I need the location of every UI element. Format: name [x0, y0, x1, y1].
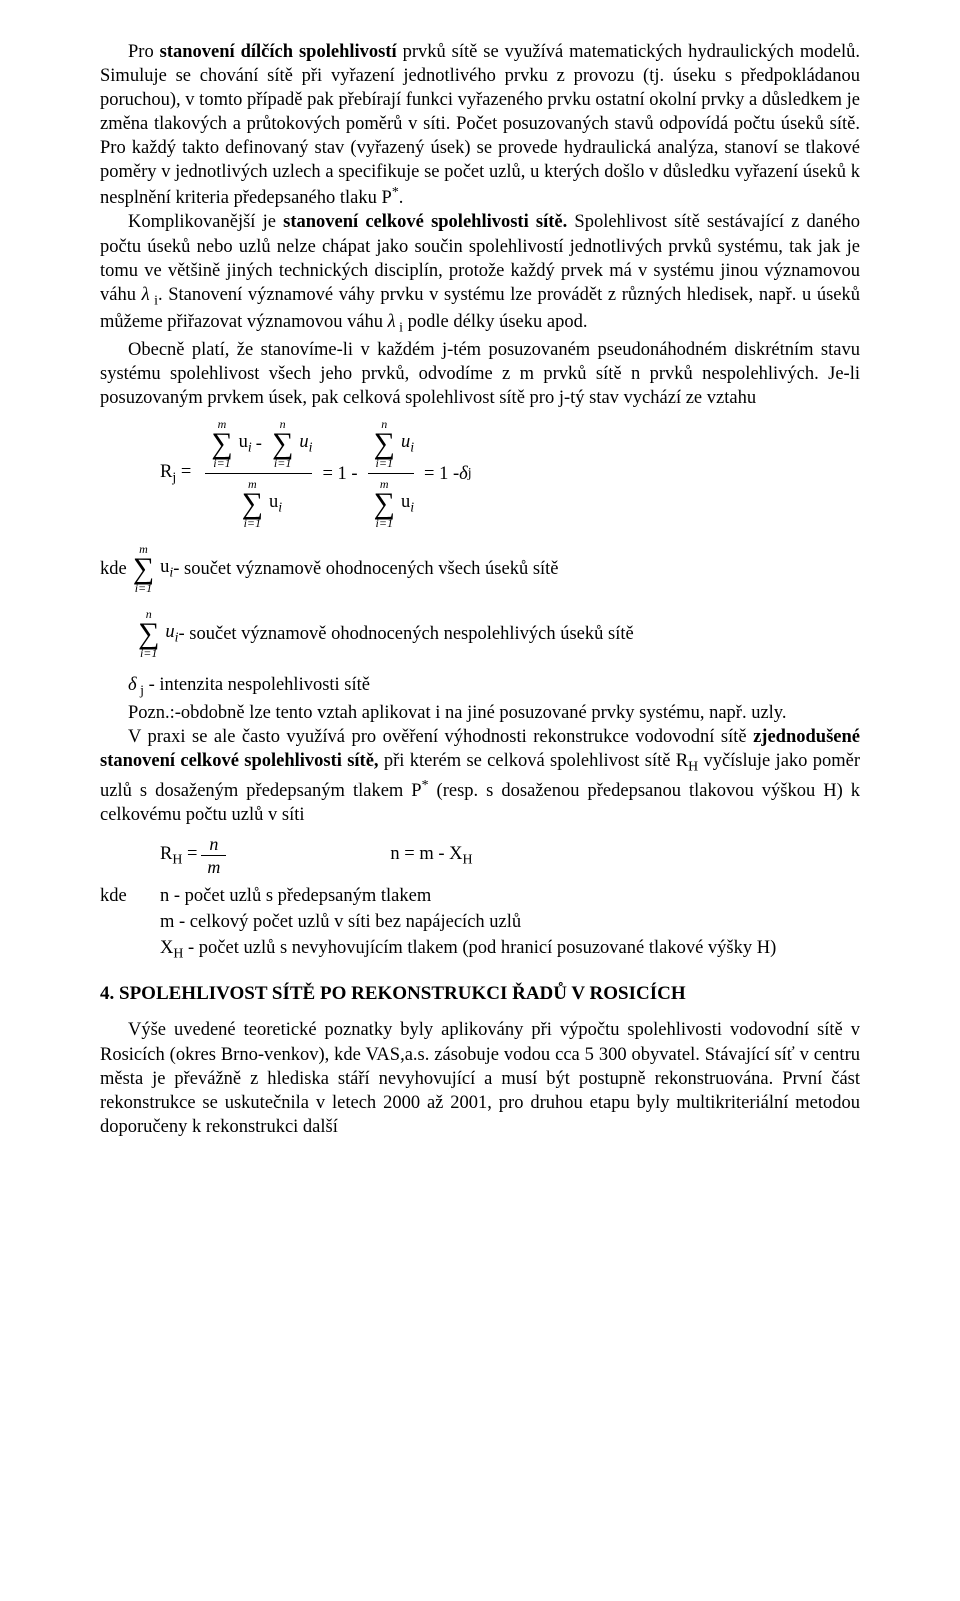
kde-block: kde n - počet uzlů s předepsaným tlakem … — [100, 884, 860, 964]
paragraph-2: Komplikovanější je stanovení celkové spo… — [100, 210, 860, 338]
where-line-1: kde m ∑ i=1 ui - součet významově ohodno… — [100, 543, 860, 594]
paragraph-3: Obecně platí, že stanovíme-li v každém j… — [100, 338, 860, 410]
fraction-2: n ∑ i=1 ui m ∑ i=1 ui — [368, 418, 415, 529]
u-i: ui — [160, 555, 173, 583]
text: prvků sítě se využívá matematických hydr… — [100, 42, 860, 208]
kde-line-2: m - celkový počet uzlů v síti bez napáje… — [160, 910, 860, 934]
text: Komplikovanější je — [128, 212, 283, 232]
subscript-i: i — [150, 293, 158, 308]
equals-1-minus: = 1 - — [322, 462, 357, 486]
where-text: - intenzita nespolehlivosti sítě — [144, 675, 370, 695]
subscript-j: j — [137, 684, 144, 699]
formula-RH: RH = n m n = m - XH — [160, 833, 860, 878]
var-R: R — [160, 462, 172, 482]
u-i-italic: ui — [401, 430, 414, 458]
sum-n: n ∑ i=1 — [374, 418, 395, 469]
kde-line-1: n - počet uzlů s předepsaným tlakem — [160, 884, 431, 908]
text-bold: stanovení celkové spolehlivosti sítě. — [283, 212, 567, 232]
sum-n: n ∑ i=1 — [272, 418, 293, 469]
formula-main: Rj = m ∑ i=1 ui - n ∑ i=1 ui m ∑ i=1 — [160, 418, 860, 529]
kde-label: kde — [100, 884, 160, 908]
where-text: - součet významově ohodnocených nespoleh… — [179, 622, 634, 646]
sum-m: m ∑ i=1 — [211, 418, 232, 469]
equals-1-minus: = 1 - — [424, 462, 459, 486]
var-R: R — [160, 844, 172, 864]
text: V praxi se ale často využívá pro ověření… — [128, 727, 753, 747]
sum-m-denom: m ∑ i=1 — [242, 478, 263, 529]
u-i-italic: ui — [165, 620, 178, 648]
superscript-star: * — [392, 185, 399, 200]
text-bold: stanovení dílčích spolehlivostí — [160, 42, 397, 62]
n-eq-m-minus-XH: n = m - XH — [390, 842, 472, 870]
equals: = — [182, 844, 197, 864]
text: při kterém se celková spolehlivost sítě … — [379, 751, 689, 771]
where-line-2: n ∑ i=1 ui - součet významově ohodnocený… — [132, 608, 860, 659]
subscript-j: j — [468, 465, 472, 483]
subscript-i: i — [396, 321, 403, 336]
subscript-H: H — [172, 852, 182, 867]
paragraph-5: Výše uvedené teoretické poznatky byly ap… — [100, 1018, 860, 1138]
kde-line-3: XH - počet uzlů s nevyhovujícím tlakem (… — [160, 936, 860, 964]
u-i: ui — [239, 430, 252, 458]
subscript-H: H — [688, 760, 698, 775]
u-i: ui — [269, 490, 282, 518]
lambda-symbol: λ — [142, 285, 150, 305]
where-text: - součet významově ohodnocených všech ús… — [173, 557, 558, 581]
delta-symbol: δ — [128, 675, 137, 695]
u-i: ui — [401, 490, 414, 518]
where-line-3: δ j - intenzita nespolehlivosti sítě — [100, 673, 860, 701]
lambda-symbol: λ — [388, 312, 396, 332]
sum-m-denom: m ∑ i=1 — [374, 478, 395, 529]
note-paragraph: Pozn.:-obdobně lze tento vztah aplikovat… — [100, 701, 860, 725]
fraction-1: m ∑ i=1 ui - n ∑ i=1 ui m ∑ i=1 ui — [205, 418, 312, 529]
paragraph-1: Pro stanovení dílčích spolehlivostí prvk… — [100, 40, 860, 210]
sum-m: m ∑ i=1 — [133, 543, 154, 594]
fraction-n-m: n m — [201, 833, 226, 878]
sum-n: n ∑ i=1 — [138, 608, 159, 659]
text: podle délky úseku apod. — [403, 312, 587, 332]
delta-symbol: δ — [459, 462, 468, 486]
paragraph-4: V praxi se ale často využívá pro ověření… — [100, 725, 860, 827]
u-i-italic: ui — [299, 430, 312, 458]
equals: = — [176, 462, 191, 482]
superscript-star: * — [422, 778, 429, 793]
section-heading-4: 4. SPOLEHLIVOST SÍTĚ PO REKONSTRUKCI ŘAD… — [100, 982, 860, 1007]
text: Pro — [128, 42, 160, 62]
